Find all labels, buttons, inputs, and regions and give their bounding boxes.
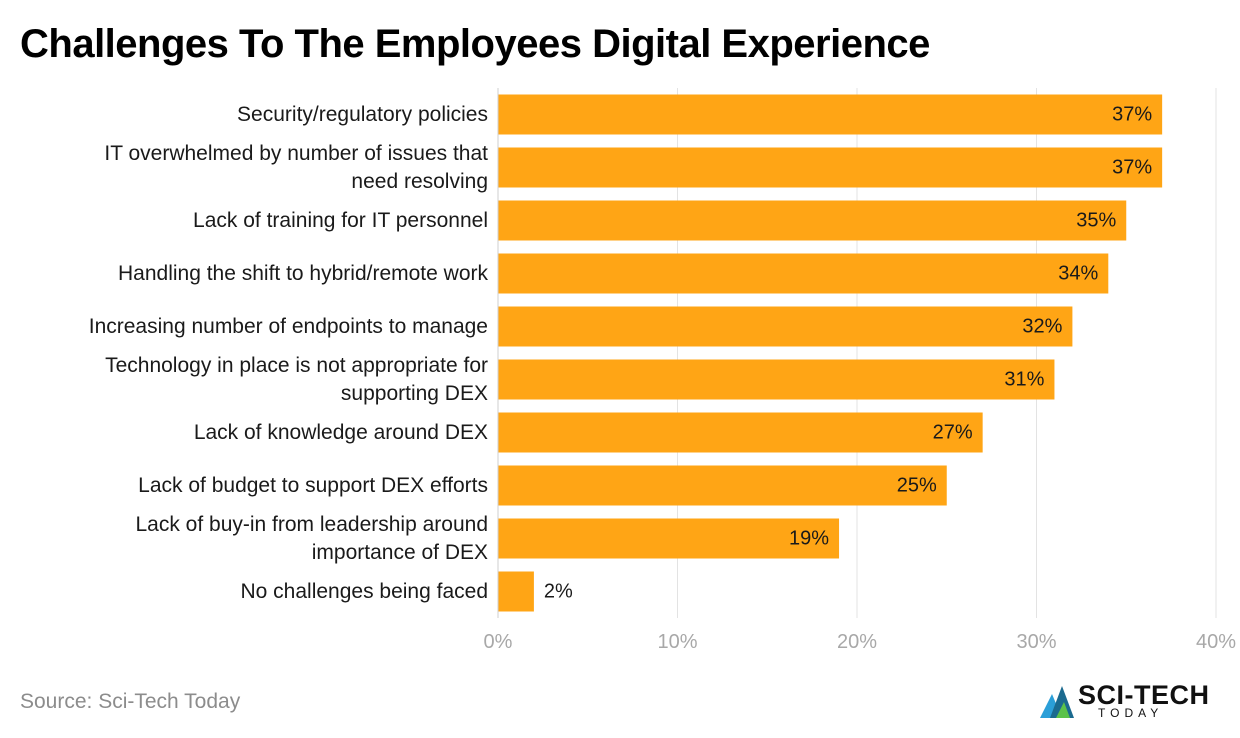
category-label: Lack of budget to support DEX efforts bbox=[138, 474, 488, 497]
x-tick-label: 0% bbox=[484, 631, 513, 653]
bar-value-label: 31% bbox=[1004, 369, 1044, 391]
source-note: Source: Sci-Tech Today bbox=[20, 690, 241, 713]
category-label: Lack of training for IT personnel bbox=[193, 209, 488, 232]
category-label: Handling the shift to hybrid/remote work bbox=[118, 262, 489, 285]
category-label: IT overwhelmed by number of issues that bbox=[104, 142, 488, 165]
bar bbox=[498, 412, 983, 453]
bar bbox=[498, 465, 947, 506]
category-label: Technology in place is not appropriate f… bbox=[105, 354, 488, 377]
logo-subtitle: TODAY bbox=[1098, 706, 1164, 720]
bar-chart: 0% 10% 20% 30% 40% 37% Security/regulatory pol… bbox=[89, 88, 1236, 653]
chart-title: Challenges To The Employees Digital Expe… bbox=[20, 22, 930, 66]
category-label: need resolving bbox=[351, 170, 488, 193]
bar-value-label: 35% bbox=[1076, 210, 1116, 232]
triangle-logo-icon bbox=[1040, 686, 1074, 718]
x-tick-label: 10% bbox=[657, 631, 697, 653]
category-label: Security/regulatory policies bbox=[237, 103, 488, 126]
bar bbox=[498, 359, 1055, 400]
bar-value-label: 34% bbox=[1058, 263, 1098, 285]
bar bbox=[498, 94, 1163, 135]
bar-value-label: 32% bbox=[1022, 316, 1062, 338]
x-tick-label: 20% bbox=[837, 631, 877, 653]
category-label: Increasing number of endpoints to manage bbox=[89, 315, 488, 338]
category-label: Lack of buy-in from leadership around bbox=[135, 513, 488, 536]
category-label: No challenges being faced bbox=[240, 580, 488, 603]
bar-value-label: 37% bbox=[1112, 104, 1152, 126]
bar-value-label: 19% bbox=[789, 528, 829, 550]
x-tick-label: 40% bbox=[1196, 631, 1236, 653]
bar bbox=[498, 571, 534, 612]
bar-value-label: 37% bbox=[1112, 157, 1152, 179]
logo-wordmark: SCI-TECH bbox=[1078, 680, 1210, 710]
bar bbox=[498, 518, 840, 559]
category-label: importance of DEX bbox=[312, 541, 488, 564]
bar bbox=[498, 306, 1073, 347]
category-label: Lack of knowledge around DEX bbox=[194, 421, 488, 444]
bar bbox=[498, 147, 1163, 188]
x-tick-label: 30% bbox=[1016, 631, 1056, 653]
category-label: supporting DEX bbox=[341, 382, 488, 405]
sci-tech-today-logo: SCI-TECH TODAY bbox=[1038, 680, 1228, 722]
bar-value-label: 2% bbox=[544, 581, 573, 603]
bar-value-label: 25% bbox=[897, 475, 937, 497]
bar-value-label: 27% bbox=[933, 422, 973, 444]
bar bbox=[498, 253, 1109, 294]
bar bbox=[498, 200, 1127, 241]
